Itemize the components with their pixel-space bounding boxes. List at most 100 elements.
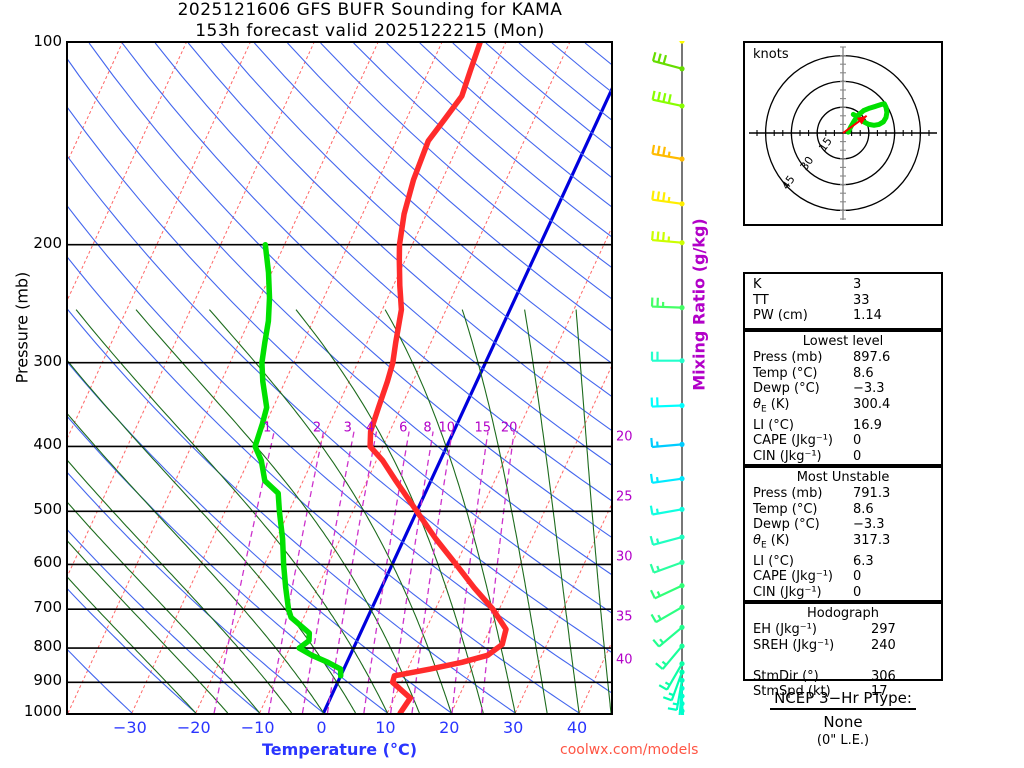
row-value: 3	[853, 277, 862, 292]
temperature-tick-10: 10	[375, 718, 396, 737]
wind-barb-canvas	[649, 22, 689, 744]
pressure-tick-700: 700	[33, 598, 62, 617]
wind-barb	[651, 144, 685, 162]
ptype-title: NCEP 3−Hr PType:	[770, 689, 916, 710]
table-row: LI (°C) 16.9	[745, 418, 941, 434]
row-key: K	[753, 277, 762, 292]
chart-title: 2025121606 GFS BUFR Sounding for KAMA 15…	[0, 0, 740, 42]
right-axis-tick-30: 30	[616, 549, 633, 565]
wind-barb	[650, 604, 685, 624]
row-key: Temp (°C)	[753, 365, 818, 381]
hodograph-ring-label: 15	[816, 135, 835, 154]
row-value: 16.9	[853, 417, 882, 433]
hodograph[interactable]: knots 15 30 45	[743, 41, 943, 226]
hodograph-stats-rows: EH (Jkg⁻¹) 297 SREH (Jkg⁻¹) 240 StmDir (°) 3…	[745, 622, 941, 700]
table-row: CAPE (Jkg⁻¹) 0	[745, 433, 941, 449]
row-value: 791.3	[853, 486, 891, 501]
wind-barb	[649, 559, 685, 574]
row-key: PW (cm)	[753, 308, 808, 323]
pressure-tick-400: 400	[33, 435, 62, 454]
table-row: StmSpd (kt) 17	[745, 684, 941, 700]
row-value	[871, 653, 933, 669]
pressure-tick-300: 300	[33, 351, 62, 370]
right-axis-tick-40: 40	[616, 652, 633, 668]
temperature-tick-0: 0	[316, 718, 327, 737]
most-unstable-table: Most Unstable Press (mb) 791.3 Temp (°C) 8.…	[743, 466, 943, 602]
title-line-1: 2025121606 GFS BUFR Sounding for KAMA	[177, 0, 563, 20]
row-key: Temp (°C)	[753, 501, 818, 517]
row-key: CAPE (Jkg⁻¹)	[753, 569, 833, 585]
wind-barb	[650, 397, 685, 409]
temperature-tick--30: −30	[112, 718, 147, 737]
wind-barb	[650, 351, 685, 364]
hodograph-ring-label: 30	[798, 154, 817, 173]
row-key: CAPE (Jkg⁻¹)	[753, 433, 833, 449]
wind-barb	[651, 190, 685, 207]
ptype-value: None	[823, 713, 863, 731]
row-key: θE (K)	[753, 396, 790, 415]
table-row: Temp (°C) 8.6	[745, 502, 941, 518]
table-row: SREH (Jkg⁻¹) 240	[745, 638, 941, 654]
row-key: TT	[753, 292, 769, 308]
row-value: 6.3	[853, 553, 874, 569]
most-unstable-rows: Press (mb) 791.3 Temp (°C) 8.6 Dewp (°C) −3.3…	[745, 486, 941, 600]
row-value: 317.3	[853, 532, 891, 548]
row-key: StmDir (°)	[753, 668, 819, 684]
row-value: 306	[871, 668, 896, 684]
wind-barb	[662, 669, 685, 702]
skewt-diagram[interactable]	[66, 41, 613, 715]
row-value: 33	[853, 292, 870, 308]
table-row: Press (mb) 897.6	[745, 350, 941, 366]
wind-barb	[650, 297, 685, 311]
wind-barb	[651, 231, 685, 246]
table-row: TT 33	[745, 293, 941, 309]
title-line-2: 153h forecast valid 2025122215 (Mon)	[195, 21, 545, 41]
wind-barb	[658, 661, 685, 691]
row-key: LI (°C)	[753, 553, 794, 569]
row-value: 0	[853, 448, 862, 464]
row-value: 8.6	[853, 501, 874, 517]
pressure-axis-label: Pressure (mb)	[12, 271, 32, 384]
pressure-tick-800: 800	[33, 637, 62, 656]
row-value: −3.3	[853, 381, 885, 396]
pressure-tick-900: 900	[33, 671, 62, 690]
row-key: Dewp (°C)	[753, 381, 820, 396]
indices-table: K 3 TT 33 PW (cm) 1.14	[743, 272, 943, 330]
right-axis-tick-20: 20	[616, 429, 633, 445]
row-value: 0	[853, 584, 862, 600]
row-value: 0	[853, 569, 862, 585]
table-row: CIN (Jkg⁻¹) 0	[745, 585, 941, 601]
wind-barb	[652, 624, 685, 648]
table-row: CAPE (Jkg⁻¹) 0	[745, 569, 941, 585]
table-row: Temp (°C) 8.6	[745, 366, 941, 382]
row-value: 8.6	[853, 365, 874, 381]
lowest-level-rows: Press (mb) 897.6 Temp (°C) 8.6 Dewp (°C) −3.3…	[745, 350, 941, 464]
most-unstable-title: Most Unstable	[796, 470, 890, 485]
hodograph-stats-title: Hodograph	[807, 606, 879, 621]
row-value: 1.14	[853, 308, 882, 323]
pressure-tick-100: 100	[33, 32, 62, 50]
row-value: −3.3	[853, 517, 885, 532]
indices-rows: K 3 TT 33 PW (cm) 1.14	[745, 274, 941, 324]
row-key	[753, 653, 871, 669]
table-row: EH (Jkg⁻¹) 297	[745, 622, 941, 638]
hodograph-units-label: knots	[753, 47, 789, 62]
table-row: Dewp (°C) −3.3	[745, 381, 941, 397]
temperature-tick-40: 40	[566, 718, 588, 737]
table-row: θE (K) 300.4	[745, 397, 941, 418]
row-key: LI (°C)	[753, 417, 794, 433]
wind-barb	[655, 643, 685, 670]
wind-barb	[652, 22, 685, 44]
row-value: 17	[871, 684, 888, 699]
temperature-tick--10: −10	[240, 718, 275, 737]
table-row: Press (mb) 791.3	[745, 486, 941, 502]
temperature-tick--20: −20	[176, 718, 211, 737]
temperature-tick-30: 30	[502, 718, 524, 737]
lowest-level-table: Lowest level Press (mb) 897.6 Temp (°C) 8.6…	[743, 330, 943, 466]
row-value: 300.4	[853, 396, 891, 412]
row-key: SREH (Jkg⁻¹)	[753, 637, 835, 653]
table-row: θE (K) 317.3	[745, 533, 941, 554]
wind-barb	[651, 90, 685, 109]
